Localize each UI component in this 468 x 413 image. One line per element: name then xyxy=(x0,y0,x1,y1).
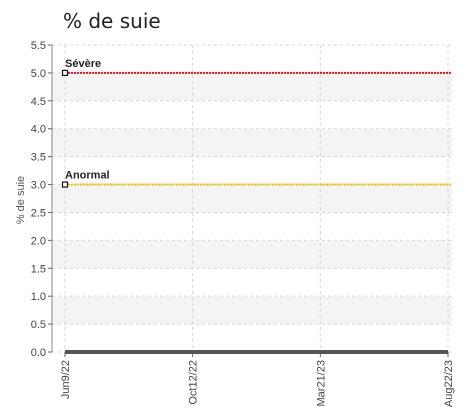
x-tick-label: Jun9/22 xyxy=(60,360,72,399)
plot-band xyxy=(52,184,452,213)
plot-band xyxy=(52,72,452,101)
threshold-marker xyxy=(61,69,69,77)
y-tick-label: 2.0 xyxy=(31,235,46,247)
x-tick-label: Mar21/23 xyxy=(315,360,327,406)
threshold-label: Sévère xyxy=(65,58,101,70)
y-tick-label: 0.5 xyxy=(31,319,46,331)
y-tick-label: 5.5 xyxy=(31,40,46,52)
plot-band xyxy=(52,240,452,269)
y-tick-label: 1.0 xyxy=(31,291,46,303)
y-tick-label: 0.0 xyxy=(31,347,46,359)
y-tick-label: 5.0 xyxy=(31,68,46,80)
threshold-lines: Sévère Anormal xyxy=(61,58,452,188)
x-ticks: Jun9/22 Oct12/22 Mar21/23 Aug22/23 xyxy=(60,352,455,407)
x-tick-label: Aug22/23 xyxy=(443,360,455,407)
y-tick-label: 4.0 xyxy=(31,124,46,136)
plot-bands xyxy=(52,72,452,325)
y-tick-label: 4.5 xyxy=(31,96,46,108)
y-ticks: 0.0 0.5 1.0 1.5 2.0 2.5 3.0 3.5 4.0 4.5 5.0 5.5 xyxy=(31,40,52,359)
y-axis-label: % de suie xyxy=(15,176,27,224)
y-tick-label: 1.5 xyxy=(31,263,46,275)
chart-title: % de suie xyxy=(63,9,161,33)
y-tick-label: 2.5 xyxy=(31,207,46,219)
y-tick-label: 3.5 xyxy=(31,152,46,164)
threshold-marker xyxy=(61,181,69,188)
plot-band xyxy=(52,296,452,325)
y-tick-label: 3.0 xyxy=(31,180,46,192)
x-tick-label: Oct12/22 xyxy=(188,360,200,405)
plot-band xyxy=(52,128,452,157)
threshold-label: Anormal xyxy=(65,170,110,182)
